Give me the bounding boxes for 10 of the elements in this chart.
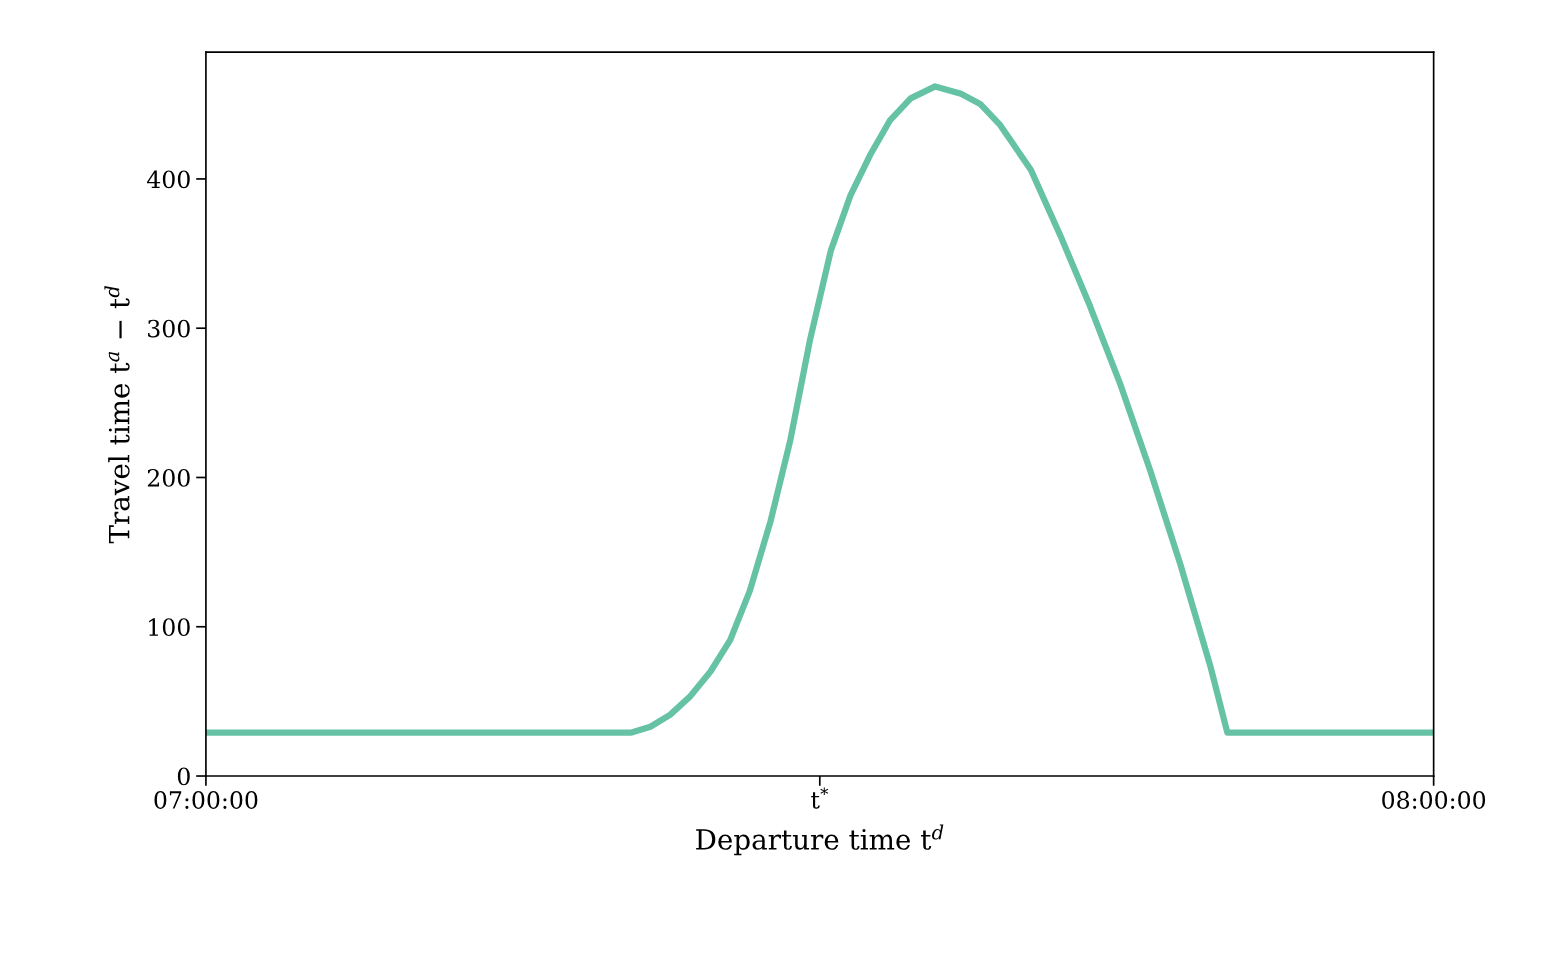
x-tick-label: t$^{*}$: [811, 787, 829, 809]
y-tick-label: 400: [147, 170, 190, 189]
x-tick-label: 08:00:00: [1382, 791, 1486, 809]
x-tick-label: 07:00:00: [154, 791, 258, 809]
y-tick-label: 300: [148, 319, 190, 338]
y-tick-label: 0: [177, 767, 190, 786]
y-tick-label: 100: [149, 618, 190, 637]
x-axis-title: Departure time t$^{d}$: [696, 824, 944, 856]
y-tick-label: 200: [147, 468, 190, 487]
y-axis-title: Travel time t$^{a}$ − t$^{d}$: [104, 286, 130, 544]
